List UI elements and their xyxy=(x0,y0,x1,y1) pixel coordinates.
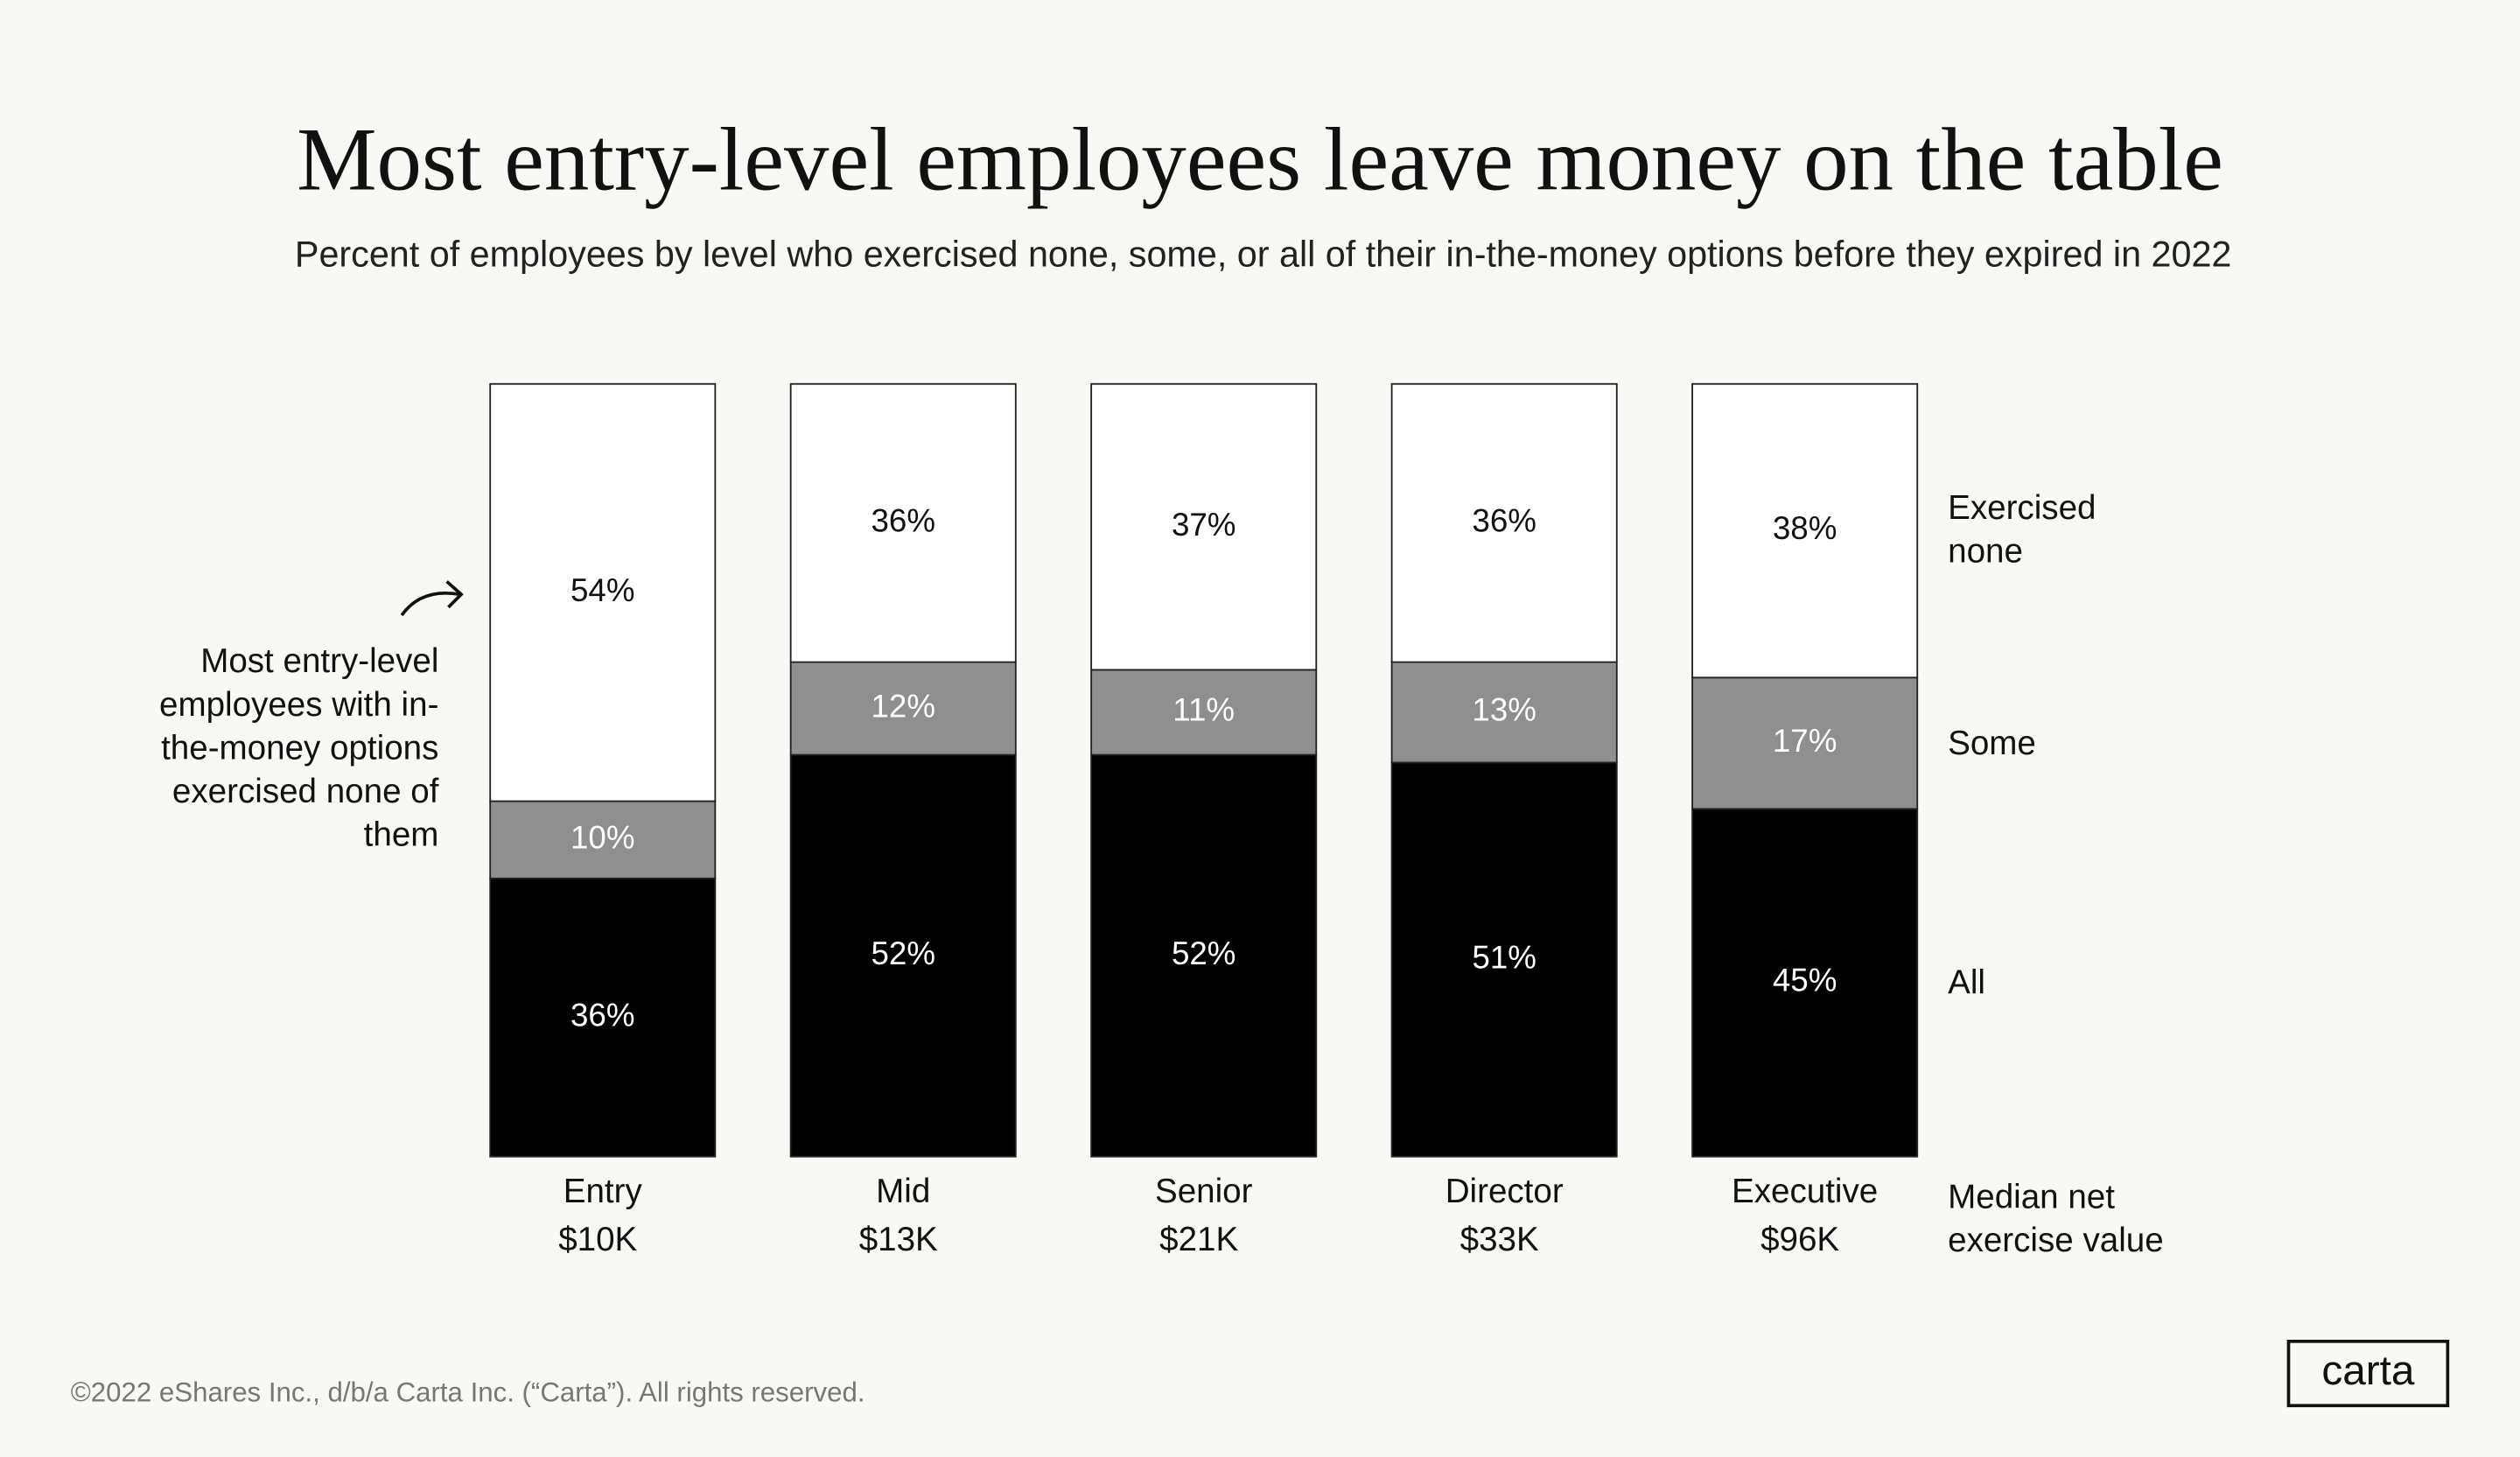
value-label: 10% xyxy=(570,819,635,855)
value-label: 12% xyxy=(871,688,935,724)
value-label: 11% xyxy=(1172,692,1235,728)
bar-segment xyxy=(789,753,1017,1158)
bar-segment xyxy=(489,382,717,802)
value-label: 52% xyxy=(871,935,935,971)
legend-label: All xyxy=(1948,963,1985,1002)
value-label: 17% xyxy=(1773,723,1838,759)
logo: carta xyxy=(2321,1348,2415,1394)
x-tick-label: Entry xyxy=(564,1173,643,1210)
bar-segment xyxy=(1691,382,1919,679)
bar-segment xyxy=(1090,753,1318,1158)
x-tick-label: Mid xyxy=(876,1173,930,1210)
bar-segment xyxy=(1090,382,1318,671)
footer: ©2022 eShares Inc., d/b/a Carta Inc. (“C… xyxy=(71,1377,865,1408)
chart-subtitle: Percent of employees by level who exerci… xyxy=(295,235,2232,275)
bar-segment xyxy=(1090,669,1318,756)
sublabel-title: Median net exercise value xyxy=(1948,1179,2164,1260)
value-label: 36% xyxy=(570,997,635,1033)
bar-segment xyxy=(489,877,717,1158)
value-label: 13% xyxy=(1472,692,1536,728)
bar-segment xyxy=(489,800,717,879)
bar-segment xyxy=(789,661,1017,756)
value-label: 51% xyxy=(1472,939,1536,975)
bar-segment xyxy=(789,382,1017,663)
x-tick-label: Director xyxy=(1446,1173,1564,1210)
bar-segment xyxy=(1691,808,1919,1158)
bar-segment xyxy=(1390,382,1618,663)
x-tick-sublabel: $13K xyxy=(859,1221,938,1258)
x-tick-label: Executive xyxy=(1732,1173,1878,1210)
legend-label: Exercised none xyxy=(1948,490,2096,571)
value-label: 36% xyxy=(1472,502,1536,538)
annotation-arrow xyxy=(400,580,464,617)
value-label: 52% xyxy=(1172,935,1236,971)
x-tick-label: Senior xyxy=(1155,1173,1253,1210)
value-label: 54% xyxy=(570,572,635,608)
x-tick-sublabel: $96K xyxy=(1760,1221,1839,1258)
legend-label: Some xyxy=(1948,725,2036,762)
x-tick-sublabel: $21K xyxy=(1159,1221,1238,1258)
chart-title: Most entry-level employees leave money o… xyxy=(297,109,2223,209)
bar-segment xyxy=(1390,661,1618,764)
value-label: 36% xyxy=(871,502,935,538)
value-label: 37% xyxy=(1172,507,1236,543)
value-label: 38% xyxy=(1773,510,1838,546)
logo-box xyxy=(2286,1339,2450,1408)
x-tick-sublabel: $10K xyxy=(558,1221,637,1258)
value-label: 45% xyxy=(1773,963,1838,998)
annotation: Most entry-level employees with in-the-m… xyxy=(159,643,439,854)
x-tick-sublabel: $33K xyxy=(1460,1221,1539,1258)
